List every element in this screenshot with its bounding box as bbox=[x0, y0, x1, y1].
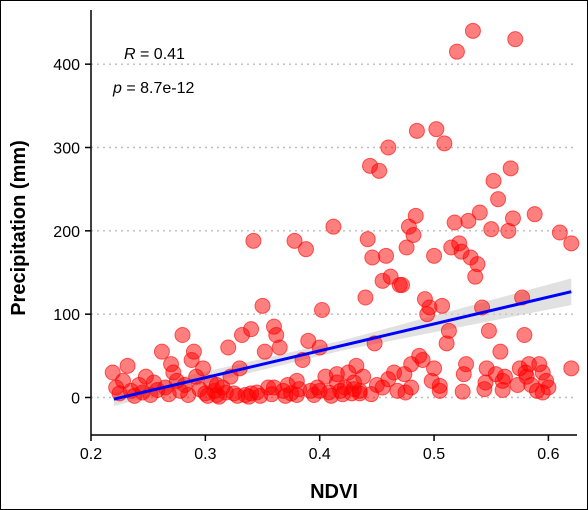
data-point bbox=[507, 31, 524, 48]
data-point bbox=[485, 172, 502, 189]
data-point bbox=[325, 218, 342, 235]
data-point bbox=[243, 385, 260, 402]
data-point bbox=[563, 235, 580, 252]
data-point bbox=[426, 247, 443, 264]
data-point bbox=[517, 364, 534, 381]
data-point bbox=[458, 356, 475, 373]
data-point bbox=[464, 22, 481, 39]
data-point bbox=[414, 352, 431, 368]
data-point bbox=[398, 239, 415, 256]
y-tick-label: 100 bbox=[53, 307, 80, 324]
data-point bbox=[220, 339, 237, 356]
r-value: = 0.41 bbox=[136, 46, 185, 63]
data-point bbox=[256, 343, 273, 360]
data-point bbox=[286, 232, 303, 249]
data-point bbox=[502, 160, 519, 177]
y-tick-label: 400 bbox=[53, 57, 80, 74]
data-point bbox=[119, 357, 136, 374]
data-point bbox=[490, 191, 507, 208]
data-point bbox=[436, 135, 453, 152]
data-point bbox=[364, 249, 381, 266]
x-tick-label: 0.5 bbox=[423, 446, 445, 463]
data-points bbox=[104, 22, 580, 405]
data-point bbox=[185, 343, 202, 360]
y-tick-label: 200 bbox=[53, 224, 80, 241]
data-point bbox=[551, 224, 568, 241]
data-point bbox=[271, 339, 288, 356]
r-symbol: R bbox=[124, 46, 136, 63]
data-point bbox=[407, 207, 424, 224]
regression-line-layer bbox=[113, 290, 572, 401]
data-point bbox=[254, 297, 271, 314]
data-point bbox=[434, 297, 451, 314]
data-point bbox=[328, 366, 345, 383]
r-annotation: R = 0.41 bbox=[124, 46, 185, 63]
data-point bbox=[208, 377, 225, 393]
data-point bbox=[351, 385, 368, 402]
tick-labels: 0.2 0.3 0.4 0.5 0.6 0 100 200 300 400 bbox=[53, 57, 559, 463]
data-point bbox=[195, 360, 212, 377]
data-point bbox=[440, 322, 457, 339]
data-point bbox=[448, 43, 465, 60]
data-point bbox=[359, 231, 376, 248]
data-point bbox=[371, 162, 388, 179]
y-tick-label: 300 bbox=[53, 141, 80, 158]
p-annotation: p = 8.7e-12 bbox=[112, 80, 195, 97]
data-point bbox=[471, 204, 488, 221]
x-tick-label: 0.6 bbox=[537, 446, 559, 463]
data-point bbox=[504, 210, 521, 227]
data-point bbox=[469, 256, 486, 273]
data-point bbox=[243, 321, 260, 338]
data-point bbox=[492, 343, 509, 360]
x-axis-title: NDVI bbox=[310, 481, 358, 503]
data-point bbox=[563, 360, 580, 377]
data-point bbox=[313, 302, 330, 318]
data-point bbox=[403, 379, 420, 396]
p-value: = 8.7e-12 bbox=[122, 80, 195, 97]
data-point bbox=[153, 343, 170, 360]
data-point bbox=[378, 247, 395, 264]
data-point bbox=[483, 221, 500, 238]
data-point bbox=[426, 360, 443, 377]
x-tick-label: 0.2 bbox=[80, 446, 102, 463]
data-point bbox=[380, 139, 397, 156]
data-point bbox=[516, 327, 533, 343]
data-point bbox=[174, 327, 191, 343]
data-point bbox=[494, 382, 511, 398]
data-point bbox=[534, 384, 551, 401]
data-point bbox=[394, 277, 411, 293]
data-point bbox=[245, 232, 262, 249]
data-point bbox=[480, 322, 497, 339]
data-point bbox=[357, 289, 374, 306]
data-point bbox=[454, 383, 471, 400]
data-point bbox=[380, 371, 397, 388]
data-point bbox=[297, 241, 314, 258]
axes bbox=[85, 10, 577, 441]
data-point bbox=[428, 121, 445, 138]
data-point bbox=[408, 122, 425, 139]
data-point bbox=[477, 374, 494, 391]
p-symbol: p bbox=[112, 80, 122, 97]
y-tick-label: 0 bbox=[71, 391, 80, 408]
x-tick-label: 0.4 bbox=[309, 446, 331, 463]
data-point bbox=[355, 368, 372, 385]
data-point bbox=[446, 214, 463, 231]
data-point bbox=[431, 377, 448, 394]
data-point bbox=[288, 387, 305, 403]
y-axis-title: Precipitation (mm) bbox=[8, 140, 30, 316]
data-point bbox=[265, 379, 282, 396]
regression-line bbox=[113, 290, 572, 401]
data-point bbox=[526, 206, 543, 223]
x-tick-label: 0.3 bbox=[194, 446, 216, 463]
data-point bbox=[460, 212, 477, 229]
data-point bbox=[405, 227, 422, 243]
data-point bbox=[311, 382, 328, 399]
